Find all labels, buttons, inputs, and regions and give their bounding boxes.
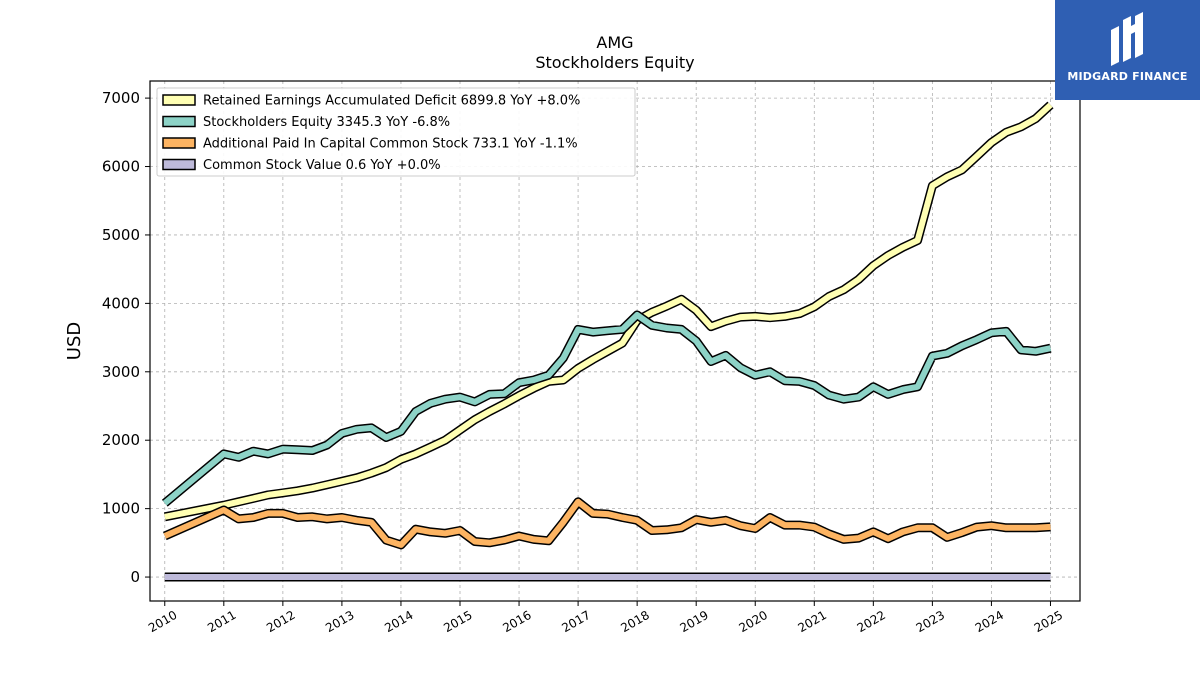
series-0-line bbox=[164, 102, 1053, 520]
x-tick-label: 2021 bbox=[796, 608, 829, 635]
x-tick-label: 2018 bbox=[618, 608, 651, 635]
legend-label: Retained Earnings Accumulated Deficit 68… bbox=[203, 94, 580, 109]
y-tick-label: 4000 bbox=[102, 294, 140, 312]
legend-label: Stockholders Equity 3345.3 YoY -6.8% bbox=[203, 115, 450, 130]
plot-frame bbox=[149, 80, 1081, 602]
legend-label: Additional Paid In Capital Common Stock … bbox=[203, 137, 578, 152]
y-tick-label: 7000 bbox=[102, 89, 140, 107]
x-tick-label: 2016 bbox=[500, 608, 533, 635]
y-tick-label: 3000 bbox=[102, 363, 140, 381]
y-axis-label: USD bbox=[64, 322, 85, 360]
x-tick-label: 2017 bbox=[559, 608, 592, 635]
y-tick-label: 5000 bbox=[102, 226, 140, 244]
y-tick-label: 0 bbox=[130, 568, 140, 586]
legend-swatch bbox=[162, 158, 196, 171]
legend-swatch bbox=[162, 137, 196, 149]
logo-text: MIDGARD FINANCE bbox=[1067, 70, 1188, 83]
x-tick-label: 2014 bbox=[382, 608, 415, 635]
x-tick-label: 2022 bbox=[855, 608, 888, 635]
x-tick-label: 2025 bbox=[1032, 608, 1065, 635]
x-tick-label: 2015 bbox=[441, 608, 474, 635]
logo-mark-icon bbox=[1111, 12, 1143, 66]
y-tick-label: 6000 bbox=[102, 158, 140, 176]
x-tick-label: 2024 bbox=[973, 608, 1006, 635]
series-1-line bbox=[162, 312, 1052, 506]
legend-swatch bbox=[162, 115, 196, 128]
x-tick-label: 2023 bbox=[914, 608, 947, 635]
series-2-line bbox=[163, 498, 1051, 548]
x-tick-label: 2012 bbox=[264, 608, 297, 635]
y-tick-label: 1000 bbox=[102, 500, 140, 518]
x-tick-label: 2010 bbox=[146, 608, 179, 635]
logo: MIDGARD FINANCE bbox=[1055, 0, 1200, 100]
series-1-outline bbox=[161, 310, 1052, 507]
x-tick-label: 2019 bbox=[677, 608, 710, 635]
legend-box bbox=[156, 87, 636, 177]
x-tick-label: 2013 bbox=[323, 608, 356, 635]
series-layer bbox=[161, 101, 1054, 582]
x-tick-label: 2020 bbox=[737, 608, 770, 635]
legend: Retained Earnings Accumulated Deficit 68… bbox=[156, 87, 636, 177]
x-tick-label: 2011 bbox=[205, 608, 238, 635]
legend-swatch bbox=[162, 94, 196, 106]
chart-title: AMG bbox=[596, 33, 633, 52]
chart-subtitle: Stockholders Equity bbox=[535, 53, 694, 72]
legend-label: Common Stock Value 0.6 YoY +0.0% bbox=[203, 158, 441, 173]
y-tick-label: 2000 bbox=[102, 431, 140, 449]
